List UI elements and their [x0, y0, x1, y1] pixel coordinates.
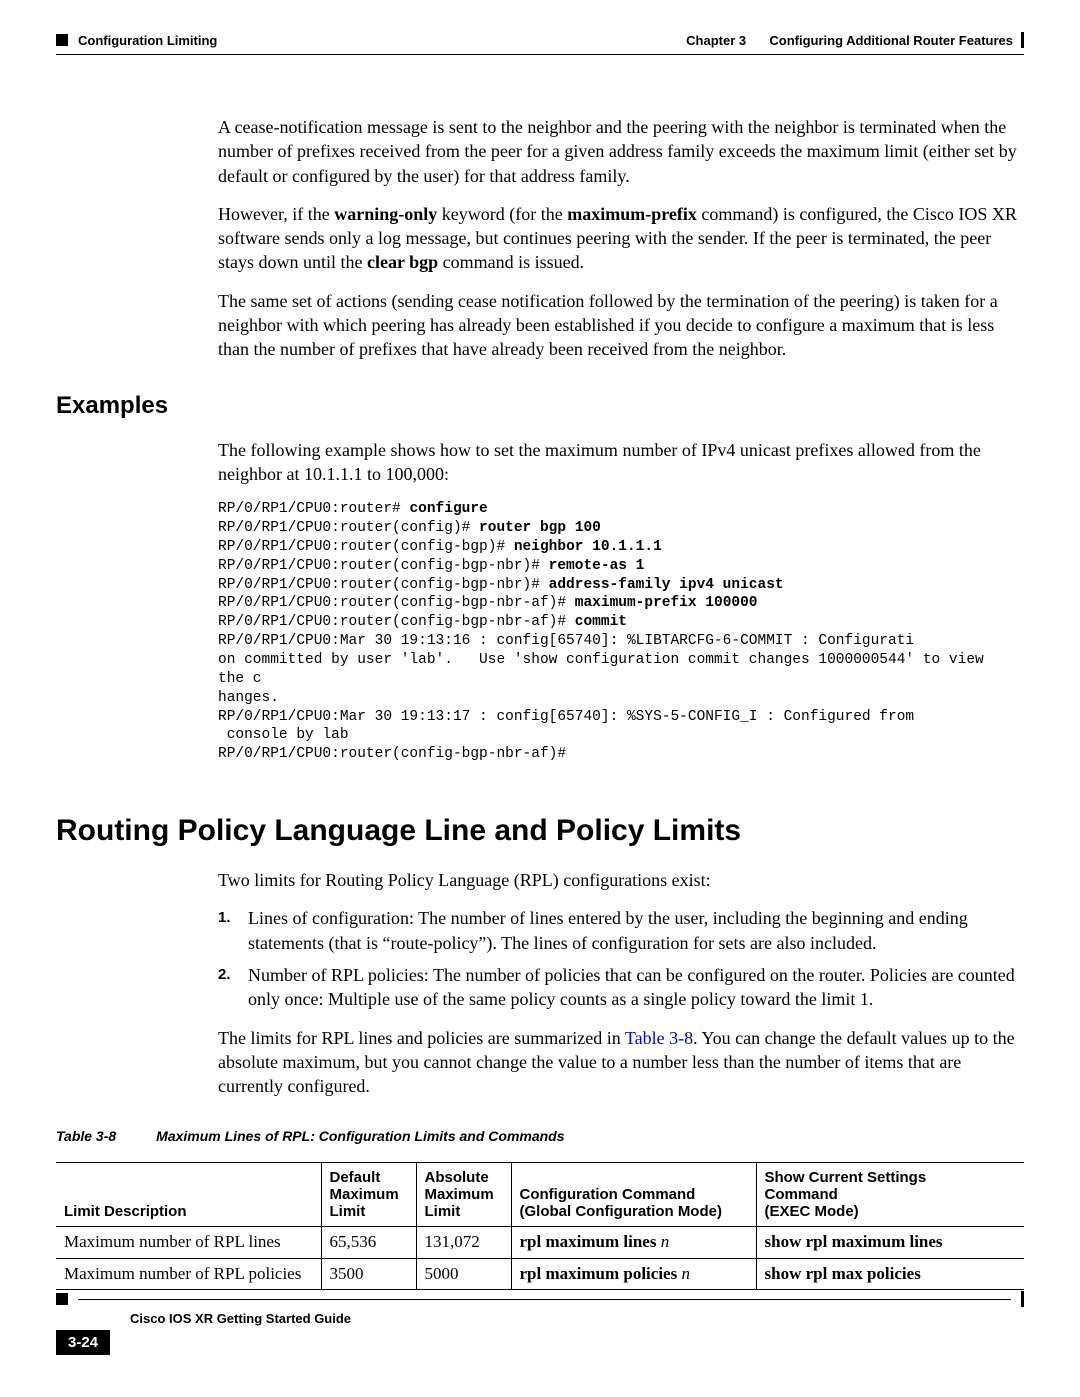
rpl-limits-table: Limit Description DefaultMaximumLimit Ab… — [56, 1162, 1024, 1289]
col-header: DefaultMaximumLimit — [321, 1163, 416, 1227]
col-header: Limit Description — [56, 1163, 321, 1227]
code-example: RP/0/RP1/CPU0:router# configure RP/0/RP1… — [218, 500, 1024, 764]
paragraph: However, if the warning-only keyword (fo… — [218, 202, 1024, 275]
table-caption: Table 3-8 Maximum Lines of RPL: Configur… — [56, 1128, 1024, 1144]
footer-guide-title: Cisco IOS XR Getting Started Guide — [130, 1311, 351, 1326]
table-cell: 5000 — [416, 1258, 511, 1289]
footer-vbar-icon — [1021, 1291, 1024, 1307]
list-item: 2. Number of RPL policies: The number of… — [218, 963, 1024, 1012]
header-vbar-icon — [1021, 32, 1024, 48]
table-cell: Maximum number of RPL policies — [56, 1258, 321, 1289]
paragraph: The following example shows how to set t… — [218, 438, 1024, 487]
col-header: Configuration Command(Global Configurati… — [511, 1163, 756, 1227]
table-cell: 65,536 — [321, 1227, 416, 1258]
header-marker-icon — [56, 34, 68, 46]
paragraph: The limits for RPL lines and policies ar… — [218, 1026, 1024, 1099]
table-cell: show rpl maximum lines — [756, 1227, 1024, 1258]
table-label: Table 3-8 — [56, 1128, 116, 1144]
header-section-title: Configuration Limiting — [78, 33, 217, 48]
table-title: Maximum Lines of RPL: Configuration Limi… — [156, 1128, 564, 1144]
header-chapter-title: Configuring Additional Router Features — [769, 33, 1013, 48]
rpl-heading: Routing Policy Language Line and Policy … — [56, 814, 1024, 848]
header-chapter: Chapter 3 — [686, 33, 746, 48]
table-row: Maximum number of RPL lines 65,536 131,0… — [56, 1227, 1024, 1258]
footer-rule-line — [78, 1299, 1011, 1300]
table-cell: show rpl max policies — [756, 1258, 1024, 1289]
list-number: 2. — [218, 963, 236, 1012]
table-cell: 131,072 — [416, 1227, 511, 1258]
paragraph: A cease-notification message is sent to … — [218, 115, 1024, 188]
page-number: 3-24 — [56, 1330, 110, 1355]
paragraph: The same set of actions (sending cease n… — [218, 289, 1024, 362]
table-ref-link[interactable]: Table 3-8 — [625, 1028, 693, 1048]
col-header: Show Current SettingsCommand(EXEC Mode) — [756, 1163, 1024, 1227]
paragraph: Two limits for Routing Policy Language (… — [218, 868, 1024, 892]
table-cell: rpl maximum policies n — [511, 1258, 756, 1289]
examples-heading: Examples — [56, 392, 1024, 420]
table-header-row: Limit Description DefaultMaximumLimit Ab… — [56, 1163, 1024, 1227]
list-item: 1. Lines of configuration: The number of… — [218, 906, 1024, 955]
table-cell: 3500 — [321, 1258, 416, 1289]
table-cell: rpl maximum lines n — [511, 1227, 756, 1258]
header-rule — [56, 54, 1024, 55]
page-header: Configuration Limiting Chapter 3 Configu… — [56, 32, 1024, 48]
ordered-list: 1. Lines of configuration: The number of… — [218, 906, 1024, 1011]
table-cell: Maximum number of RPL lines — [56, 1227, 321, 1258]
footer-marker-icon — [56, 1293, 68, 1305]
page-footer: Cisco IOS XR Getting Started Guide 3-24 — [56, 1291, 1024, 1355]
col-header: AbsoluteMaximumLimit — [416, 1163, 511, 1227]
table-row: Maximum number of RPL policies 3500 5000… — [56, 1258, 1024, 1289]
list-number: 1. — [218, 906, 236, 955]
